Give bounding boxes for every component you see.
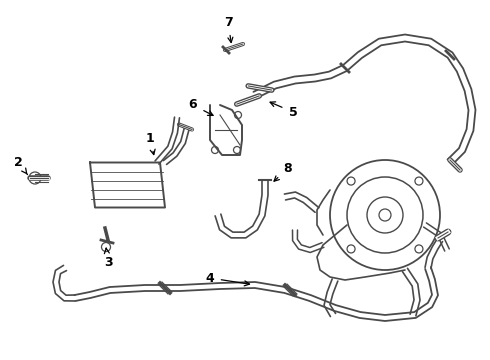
Text: 5: 5 [270, 102, 297, 118]
Text: 2: 2 [14, 156, 27, 175]
Text: 4: 4 [206, 271, 249, 286]
Text: 6: 6 [189, 99, 213, 116]
Text: 7: 7 [223, 15, 233, 42]
Text: 8: 8 [274, 162, 293, 181]
Text: 3: 3 [104, 248, 112, 269]
Text: 1: 1 [146, 131, 155, 154]
